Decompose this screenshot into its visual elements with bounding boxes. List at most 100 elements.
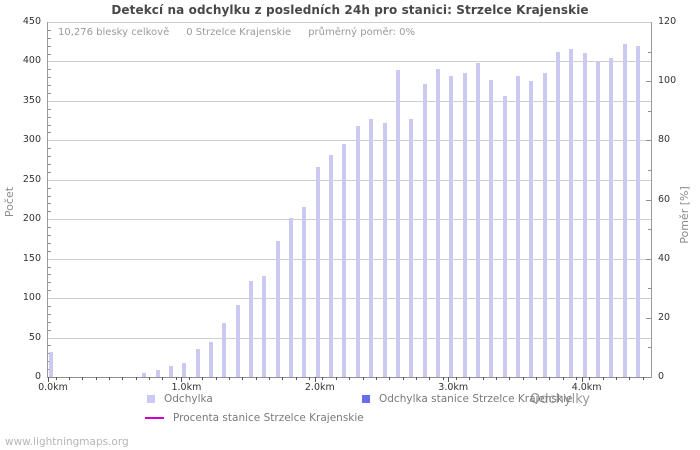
legend-label-deviation: Odchylka [164, 393, 213, 405]
left-axis-tick [48, 164, 51, 165]
x-axis-tick [495, 377, 497, 380]
gridline [48, 298, 651, 300]
left-axis-tick [48, 132, 51, 134]
deviation-bar [382, 122, 387, 377]
x-axis-tick [95, 377, 97, 380]
x-axis-tick [175, 377, 177, 380]
y-tick-label-right: 120 [658, 16, 677, 27]
x-axis-tick [522, 377, 524, 380]
deviation-bar [249, 280, 254, 377]
x-axis-tick [69, 377, 70, 380]
deviation-bar [289, 218, 294, 377]
x-axis-major-tick [581, 377, 583, 382]
y-tick-label-left: 0 [34, 371, 41, 382]
x-axis-tick [415, 377, 417, 380]
x-axis-tick [535, 377, 537, 380]
plot-area [47, 22, 652, 382]
deviation-bar [475, 63, 480, 377]
x-axis-label: Odchylky [530, 392, 590, 407]
x-axis-tick [562, 377, 564, 380]
footer-link[interactable]: www.lightningmaps.org [5, 436, 129, 448]
deviation-bar [315, 167, 320, 377]
x-axis-tick [229, 377, 231, 380]
stats-row: 10,276 blesky celkově 0 Strzelce Krajens… [58, 27, 415, 38]
y-tick-label-right: 40 [658, 252, 671, 264]
deviation-bar [502, 96, 507, 377]
x-axis-tick [135, 377, 137, 380]
x-axis-tick [282, 377, 284, 380]
x-axis-tick [335, 377, 337, 380]
left-axis-tick [48, 203, 51, 205]
x-axis-tick [362, 377, 364, 380]
right-axis-tick [648, 229, 651, 231]
deviation-bar [395, 70, 400, 377]
right-axis-tick [648, 347, 651, 349]
left-axis-tick [48, 45, 51, 47]
y-tick-label-right: 60 [658, 193, 671, 205]
right-axis-tick [646, 140, 651, 142]
left-axis-tick [48, 29, 51, 31]
x-axis-tick [455, 377, 457, 380]
gridline [48, 337, 651, 339]
deviation-bar [342, 143, 347, 377]
left-axis-tick [48, 242, 51, 244]
x-axis-tick [322, 377, 324, 380]
x-axis-major-tick [181, 377, 183, 382]
y-axis-label-right: Poměr [%] [678, 186, 691, 244]
legend-item-station-deviation: Odchylka stanice Strzelce Krajenskie [362, 393, 572, 405]
x-axis-tick [469, 377, 471, 380]
left-axis-tick [48, 124, 51, 126]
x-axis-tick [482, 377, 484, 380]
x-axis-tick [202, 377, 204, 380]
deviation-bar [569, 48, 574, 377]
deviation-bar [489, 79, 494, 377]
x-tick-label: 1.0km [171, 382, 202, 393]
y-tick-label-left: 350 [22, 94, 41, 106]
x-axis-tick [429, 377, 431, 380]
deviation-bar [49, 351, 53, 377]
x-axis-tick [549, 377, 551, 380]
left-axis-tick [48, 282, 51, 284]
x-axis-tick [269, 377, 271, 380]
x-axis-tick [349, 377, 351, 380]
deviation-bar [435, 68, 440, 377]
x-axis-tick [375, 377, 377, 380]
deviation-bar [195, 349, 200, 377]
left-axis-tick [48, 171, 51, 173]
y-tick-label-right: 80 [658, 134, 671, 146]
stat-station-count: 0 Strzelce Krajenskie [186, 27, 292, 38]
left-axis-tick [48, 37, 51, 39]
deviation-swatch [147, 395, 155, 403]
deviation-bar [275, 241, 280, 377]
gridline [48, 219, 651, 221]
x-axis-tick [389, 377, 391, 380]
deviation-bar [302, 207, 307, 377]
left-axis-tick [48, 148, 51, 150]
deviation-bar [155, 369, 160, 377]
x-tick-label: 2.0km [304, 382, 335, 393]
left-axis-tick [48, 211, 51, 213]
right-axis-tick [648, 51, 651, 53]
y-tick-label-left: 250 [22, 173, 41, 185]
left-axis-tick [48, 156, 51, 158]
deviation-bar [595, 61, 600, 377]
x-axis-tick [255, 377, 257, 380]
x-axis-tick [602, 377, 604, 380]
x-axis-tick [629, 377, 631, 380]
x-axis-tick [442, 377, 444, 380]
chart-title: Detekcí na odchylku z posledních 24h pro… [111, 3, 589, 17]
deviation-bar [635, 45, 640, 377]
right-axis-tick [646, 258, 651, 260]
deviation-bar [355, 126, 360, 377]
x-axis-tick [82, 377, 84, 380]
deviation-bar [169, 365, 174, 377]
x-axis-major-tick [314, 377, 316, 382]
gridline [48, 140, 651, 142]
left-axis-tick [48, 108, 51, 110]
left-axis-tick [48, 321, 51, 323]
x-axis-tick [575, 377, 577, 380]
left-axis-tick [48, 274, 51, 276]
left-axis-tick [48, 227, 51, 229]
y-tick-label-left: 300 [22, 134, 41, 146]
